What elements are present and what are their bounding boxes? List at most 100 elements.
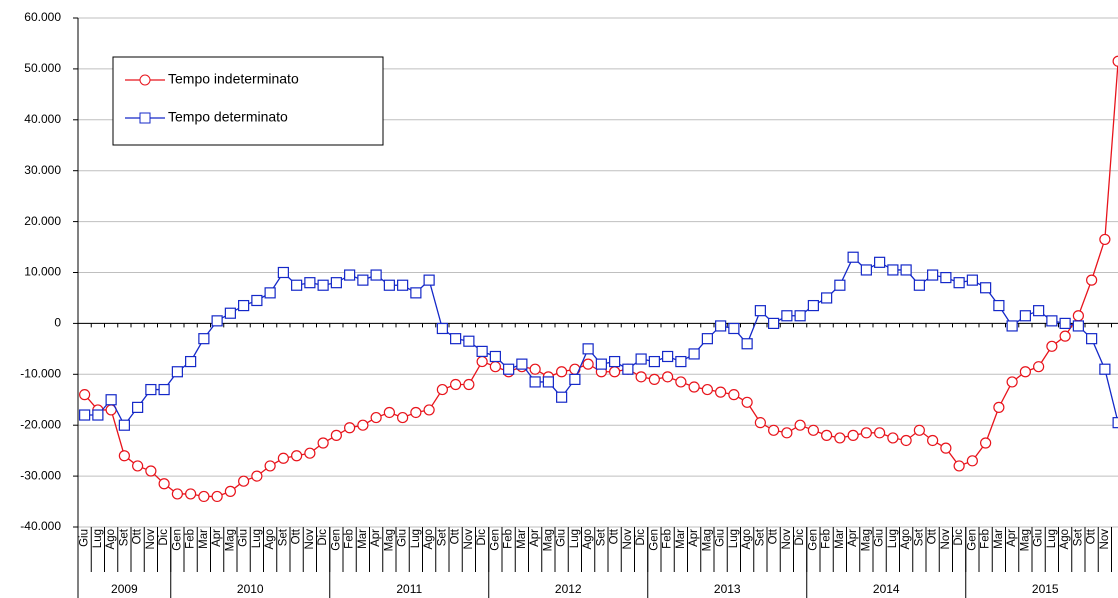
point [1059,317,1071,329]
x-tick-label: Nov [781,529,793,550]
point [635,371,647,383]
x-tick-label: Ott [291,528,303,544]
point [913,279,925,291]
y-tick-label: 20.000 [24,214,61,228]
point [1086,274,1098,286]
x-tick-label: Lug [1046,529,1058,548]
x-tick-label: Lug [92,529,104,548]
x-tick-label: Set [118,528,130,546]
point [728,389,740,401]
x-tick-label: Ott [1086,528,1098,544]
y-tick-label: 30.000 [24,163,61,177]
x-tick-label: Lug [569,529,581,548]
x-tick-label: Gen [807,529,819,551]
point [1112,55,1118,67]
x-tick-label: Gen [171,529,183,551]
point [304,447,316,459]
point [1086,333,1098,345]
x-tick-label: Ago [105,529,117,549]
point [542,376,554,388]
x-tick-label: Giu [79,529,91,547]
point [211,315,223,327]
point [754,417,766,429]
point [185,488,197,500]
point [993,401,1005,413]
point [397,411,409,424]
point [529,363,541,375]
point [344,422,356,434]
x-tick-label: Giu [238,529,250,547]
point [463,335,475,347]
x-tick-label: Apr [688,529,700,547]
x-tick-label: Dic [794,529,806,546]
point [940,271,952,284]
point [609,366,621,378]
point [887,264,899,276]
point [118,419,130,431]
point [794,310,806,322]
x-tick-label: Nov [940,529,952,550]
x-tick-label: Mag [1019,529,1031,551]
point [410,287,422,299]
point [185,355,197,368]
year-label: 2009 [111,582,138,596]
point [224,485,236,497]
point [1006,376,1018,388]
point [913,424,925,436]
point [145,465,157,477]
point [304,277,316,289]
x-tick-label: Feb [344,529,356,549]
point [1019,366,1031,378]
year-label: 2012 [555,582,582,596]
x-tick-label: Apr [529,529,541,547]
point [622,363,634,375]
point [1099,233,1111,246]
legend: Tempo indeterminato Tempo determinato [112,56,384,146]
x-tick-label: Gen [966,529,978,551]
y-tick-label: -10.000 [20,366,61,380]
point [648,355,660,368]
point [1046,340,1058,352]
point [940,442,952,454]
point [251,470,263,482]
x-tick-label: Ott [132,528,144,544]
x-tick-label: Nov [304,529,316,550]
legend-marker [139,74,151,86]
y-tick-label: 10.000 [24,265,61,279]
point [1072,310,1084,322]
point [980,437,992,449]
legend-label: Tempo determinato [168,109,288,125]
point [662,350,674,363]
x-tick-label: Mar [198,529,210,549]
x-tick-label: Mar [834,529,846,549]
year-label: 2014 [873,582,900,596]
x-tick-label: Giu [874,529,886,547]
point [569,373,581,385]
point [821,292,833,304]
point [715,320,727,332]
point [450,333,462,345]
point [874,427,886,439]
point [264,287,276,299]
point [900,434,912,447]
point [807,299,819,312]
point [741,338,753,350]
x-tick-label: Mar [675,529,687,549]
y-tick-label: -20.000 [20,417,61,431]
x-tick-label: Dic [635,529,647,546]
point [1019,310,1031,322]
legend-label: Tempo indeterminato [168,71,299,87]
point [556,366,568,378]
point [158,478,170,490]
x-tick-label: Ago [423,529,435,549]
x-tick-label: Feb [821,529,833,549]
point [145,383,157,396]
point [781,310,793,322]
point [118,450,130,462]
y-tick-label: 40.000 [24,112,61,126]
point [1033,361,1045,373]
x-tick-label: Nov [145,529,157,550]
x-tick-label: Ott [927,528,939,544]
x-tick-label: Ott [768,528,780,544]
point [198,490,210,503]
